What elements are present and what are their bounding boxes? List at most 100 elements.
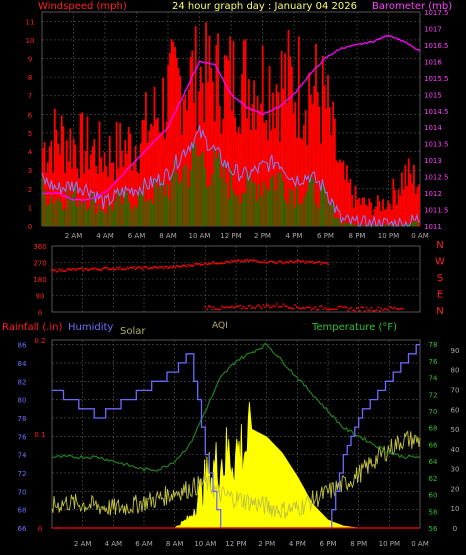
temp-y-tick-label: 68 [429,425,438,433]
direction-point [59,270,62,272]
direction-point [262,304,265,306]
baro-y-tick-label: 1015.5 [424,75,449,83]
direction-point [345,306,348,309]
direction-point [63,270,66,273]
direction-point [221,305,223,308]
legend-temperature: Temperature (°F) [311,322,397,333]
direction-point [124,268,127,271]
direction-point [357,307,360,310]
direction-point [56,270,59,273]
direction-point [304,262,307,265]
direction-point [271,261,274,263]
direction-y-tick-label: 360 [33,243,46,251]
direction-point [51,268,53,271]
temp-y-tick-label: 60 [429,492,438,500]
direction-point [249,304,252,307]
direction-point [315,261,318,264]
direction-point [335,308,338,310]
direction-point [155,266,158,269]
direction-point [325,261,328,264]
wind-y-tick-label: 10 [26,37,35,45]
direction-point [302,307,305,309]
direction-point [177,265,179,267]
direction-point [167,267,170,270]
direction-point [154,266,157,269]
direction-point [245,260,247,262]
direction-point [270,306,273,308]
direction-point [390,306,393,309]
direction-point [144,266,147,268]
direction-point [314,306,316,309]
direction-point [263,259,266,262]
direction-point [179,265,182,268]
x-tick-label: 12 PM [220,232,241,240]
direction-point [260,261,263,263]
humidity-y-tick-label: 86 [18,342,27,350]
direction-point [171,266,174,269]
direction-point [348,307,351,310]
direction-point [385,308,388,311]
direction-point [208,262,211,265]
rain-y-tick-label: 0.2 [34,337,45,345]
direction-point [113,268,116,271]
direction-point [112,267,114,270]
direction-point [185,265,188,268]
solar-y-tick-label: 80 [451,367,460,375]
humidity-y-tick-label: 76 [18,433,27,441]
direction-point [274,305,276,308]
wind-y-tick-label: 4 [28,149,33,157]
x-tick-label: 2 AM [74,540,92,548]
direction-point [62,270,65,272]
direction-point [274,262,277,264]
temperature-line [51,342,421,472]
direction-point [216,308,218,310]
direction-point [204,261,206,264]
direction-point [311,260,314,263]
direction-point [93,267,96,269]
direction-point [239,261,242,263]
direction-point [387,308,389,311]
direction-point [340,305,343,308]
direction-point [131,267,134,269]
humidity-y-tick-label: 80 [18,397,27,405]
solar-y-tick-label: 40 [451,446,460,454]
direction-point [224,306,227,309]
direction-point [290,307,293,310]
direction-point [272,304,275,307]
solar-y-tick-label: 20 [451,485,460,493]
direction-point [273,261,276,263]
wind-y-tick-label: 5 [28,130,32,138]
direction-point [291,261,294,263]
direction-point [70,269,73,271]
direction-point [363,310,366,312]
direction-point [110,268,113,271]
direction-point [96,268,99,271]
direction-point [280,261,283,263]
direction-point [196,262,199,265]
x-tick-label: 8 PM [350,540,367,548]
direction-point [329,308,331,310]
direction-point [133,266,136,268]
direction-point [297,259,300,262]
legend-aqi: AQI [212,321,228,331]
direction-point [352,309,355,311]
direction-point [324,262,327,264]
direction-point [305,260,308,263]
direction-point [244,307,247,309]
direction-point [104,266,107,269]
direction-point [107,268,110,271]
direction-point [237,305,240,308]
solar-y-tick-label: 0 [453,525,457,533]
direction-y-tick-label: 0 [38,309,42,317]
direction-point [148,267,151,270]
direction-point [65,269,68,272]
x-tick-label: 6 AM [128,232,146,240]
direction-point [330,308,333,311]
direction-point [375,309,378,311]
solar-y-tick-label: 50 [451,426,460,434]
direction-point [181,265,184,268]
direction-point [227,306,230,309]
direction-y-tick-label: 180 [33,276,46,284]
direction-y-tick-label: 90 [36,293,45,301]
wind-y-tick-label: 0 [28,223,32,231]
